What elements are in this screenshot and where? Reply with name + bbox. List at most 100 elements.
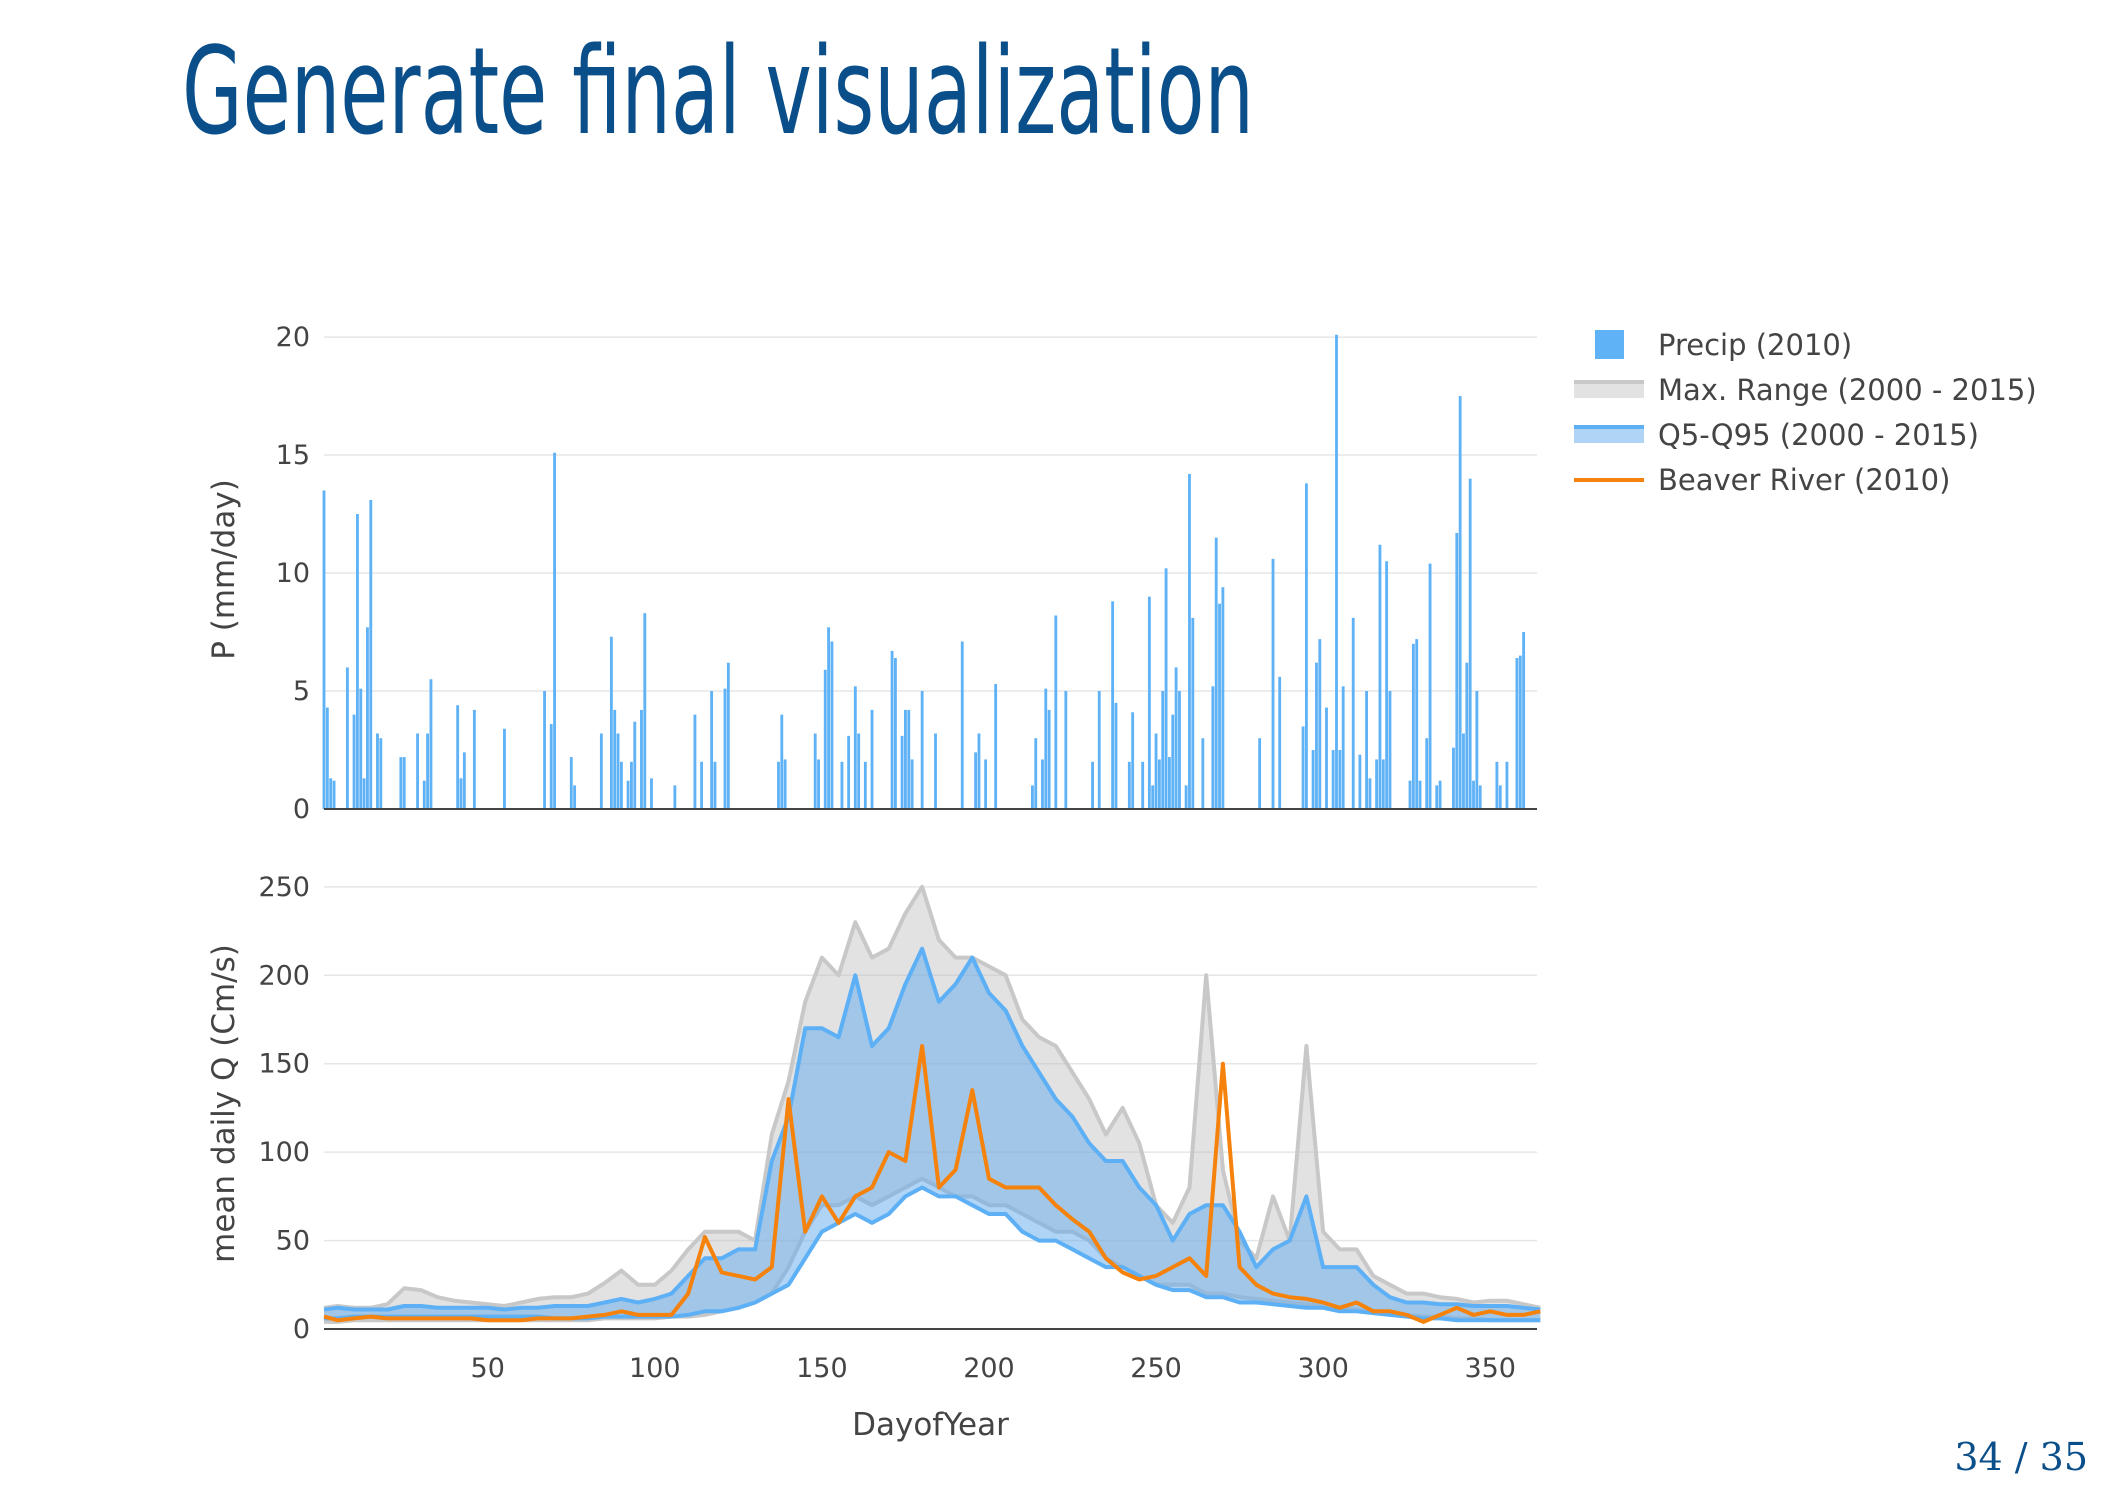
- precip-bar: [1415, 639, 1419, 809]
- precip-bar: [893, 657, 897, 809]
- precip-bar: [1047, 709, 1051, 809]
- precip-bar: [847, 735, 851, 809]
- precip-bar: [1301, 726, 1305, 809]
- precip-bar: [1452, 747, 1455, 809]
- precip-bar: [1425, 738, 1429, 809]
- precip-bar: [1044, 688, 1048, 809]
- precip-bar: [456, 705, 460, 809]
- precip-bar: [379, 738, 383, 809]
- precip-bar: [1465, 662, 1469, 809]
- legend: Precip (2010) Max. Range (2000 - 2015) Q5-…: [1574, 328, 2037, 497]
- precip-bar: [416, 733, 419, 809]
- precip-bar: [1522, 632, 1526, 809]
- x-tick-label: 250: [1130, 1353, 1182, 1384]
- precip-bar: [1054, 615, 1058, 809]
- precip-bar: [1188, 473, 1191, 809]
- precip-bar: [1368, 778, 1372, 809]
- y-tick-label: 15: [276, 440, 310, 471]
- precip-bar: [1151, 785, 1155, 809]
- precip-bar: [1164, 568, 1168, 809]
- band-lower-edge: [324, 1185, 1541, 1323]
- precip-bar: [904, 709, 907, 809]
- precip-bar: [813, 733, 817, 809]
- precip-bar: [1271, 558, 1275, 809]
- precip-bar: [1495, 761, 1499, 809]
- precip-bar: [1201, 738, 1205, 809]
- legend-symbol: [1574, 427, 1644, 443]
- precip-bar: [974, 752, 978, 809]
- x-tick-label: 50: [471, 1353, 505, 1384]
- precip-bar: [1381, 759, 1385, 809]
- precip-bar: [1157, 759, 1161, 809]
- x-tick-label: 350: [1464, 1353, 1516, 1384]
- precip-bar: [1418, 780, 1422, 809]
- precip-bar: [1064, 691, 1068, 809]
- precip-bar: [1171, 714, 1175, 809]
- precip-bar: [1378, 544, 1382, 809]
- precip-bar: [673, 785, 677, 809]
- precip-bar: [549, 724, 553, 809]
- precip-bar: [402, 757, 406, 809]
- precip-bar: [1518, 655, 1522, 809]
- precip-bar: [619, 761, 623, 809]
- precip-bar: [345, 667, 349, 809]
- precip-bar: [1174, 667, 1178, 809]
- precip-bar: [984, 759, 988, 809]
- precip-bar: [780, 714, 784, 809]
- precip-bar: [1147, 596, 1151, 809]
- precip-bar: [1258, 738, 1262, 809]
- precip-bar: [1305, 483, 1308, 809]
- y-tick-label: 50: [276, 1226, 310, 1257]
- precip-bar: [817, 759, 820, 809]
- precip-bar: [573, 785, 577, 809]
- slide-title: Generate final visualization: [182, 23, 1254, 162]
- precip-bar: [1375, 759, 1379, 809]
- precip-bar: [910, 759, 914, 809]
- precip-bar: [503, 728, 506, 809]
- page-number: 34 / 35: [1954, 1435, 2088, 1479]
- precip-bar: [1428, 563, 1432, 809]
- precip-bar: [726, 662, 730, 809]
- precip-bar: [1041, 759, 1044, 809]
- x-tick-label: 300: [1297, 1353, 1349, 1384]
- y-tick-label: 200: [258, 960, 310, 991]
- precip-bar: [710, 691, 714, 809]
- flow-line: [323, 1044, 1541, 1324]
- band-upper-edge: [323, 884, 1541, 1310]
- precip-bar: [1168, 757, 1171, 809]
- precip-bar: [1315, 662, 1318, 809]
- precip-bar: [1111, 601, 1115, 809]
- precip-bar: [369, 499, 373, 809]
- precip-bar: [1331, 750, 1335, 809]
- precip-bar: [1325, 707, 1328, 809]
- band-upper-edge: [323, 946, 1541, 1312]
- precip-bar: [650, 778, 653, 809]
- precip-bar: [359, 688, 363, 809]
- precip-bar: [613, 709, 617, 809]
- x-tick-label: 200: [963, 1353, 1015, 1384]
- y-tick-label: 5: [293, 676, 310, 707]
- legend-label: Precip (2010): [1658, 328, 1852, 362]
- precip-bar: [462, 752, 466, 809]
- y-axis-title: mean daily Q (Cm/s): [206, 944, 242, 1263]
- precip-bar: [1475, 691, 1479, 809]
- precip-bar: [569, 757, 573, 809]
- precip-bar: [1385, 561, 1389, 809]
- x-tick-label: 100: [629, 1353, 681, 1384]
- precip-bar: [325, 707, 329, 809]
- precip-bar: [1365, 691, 1368, 809]
- precip-bar: [1351, 617, 1355, 809]
- precip-bar: [1438, 780, 1442, 809]
- precip-bar: [823, 669, 827, 809]
- precip-bar: [1154, 733, 1158, 809]
- y-axis-title: P (mm/day): [206, 479, 242, 660]
- precip-bar: [857, 733, 861, 809]
- precip-bar: [1458, 396, 1462, 809]
- precip-bar: [1388, 691, 1392, 809]
- precip-bar: [900, 735, 904, 809]
- precip-bar: [960, 641, 964, 809]
- precip-bar: [362, 778, 366, 809]
- legend-label: Beaver River (2010): [1658, 463, 1950, 497]
- precip-bar: [830, 641, 834, 809]
- precip-bar: [1030, 785, 1034, 809]
